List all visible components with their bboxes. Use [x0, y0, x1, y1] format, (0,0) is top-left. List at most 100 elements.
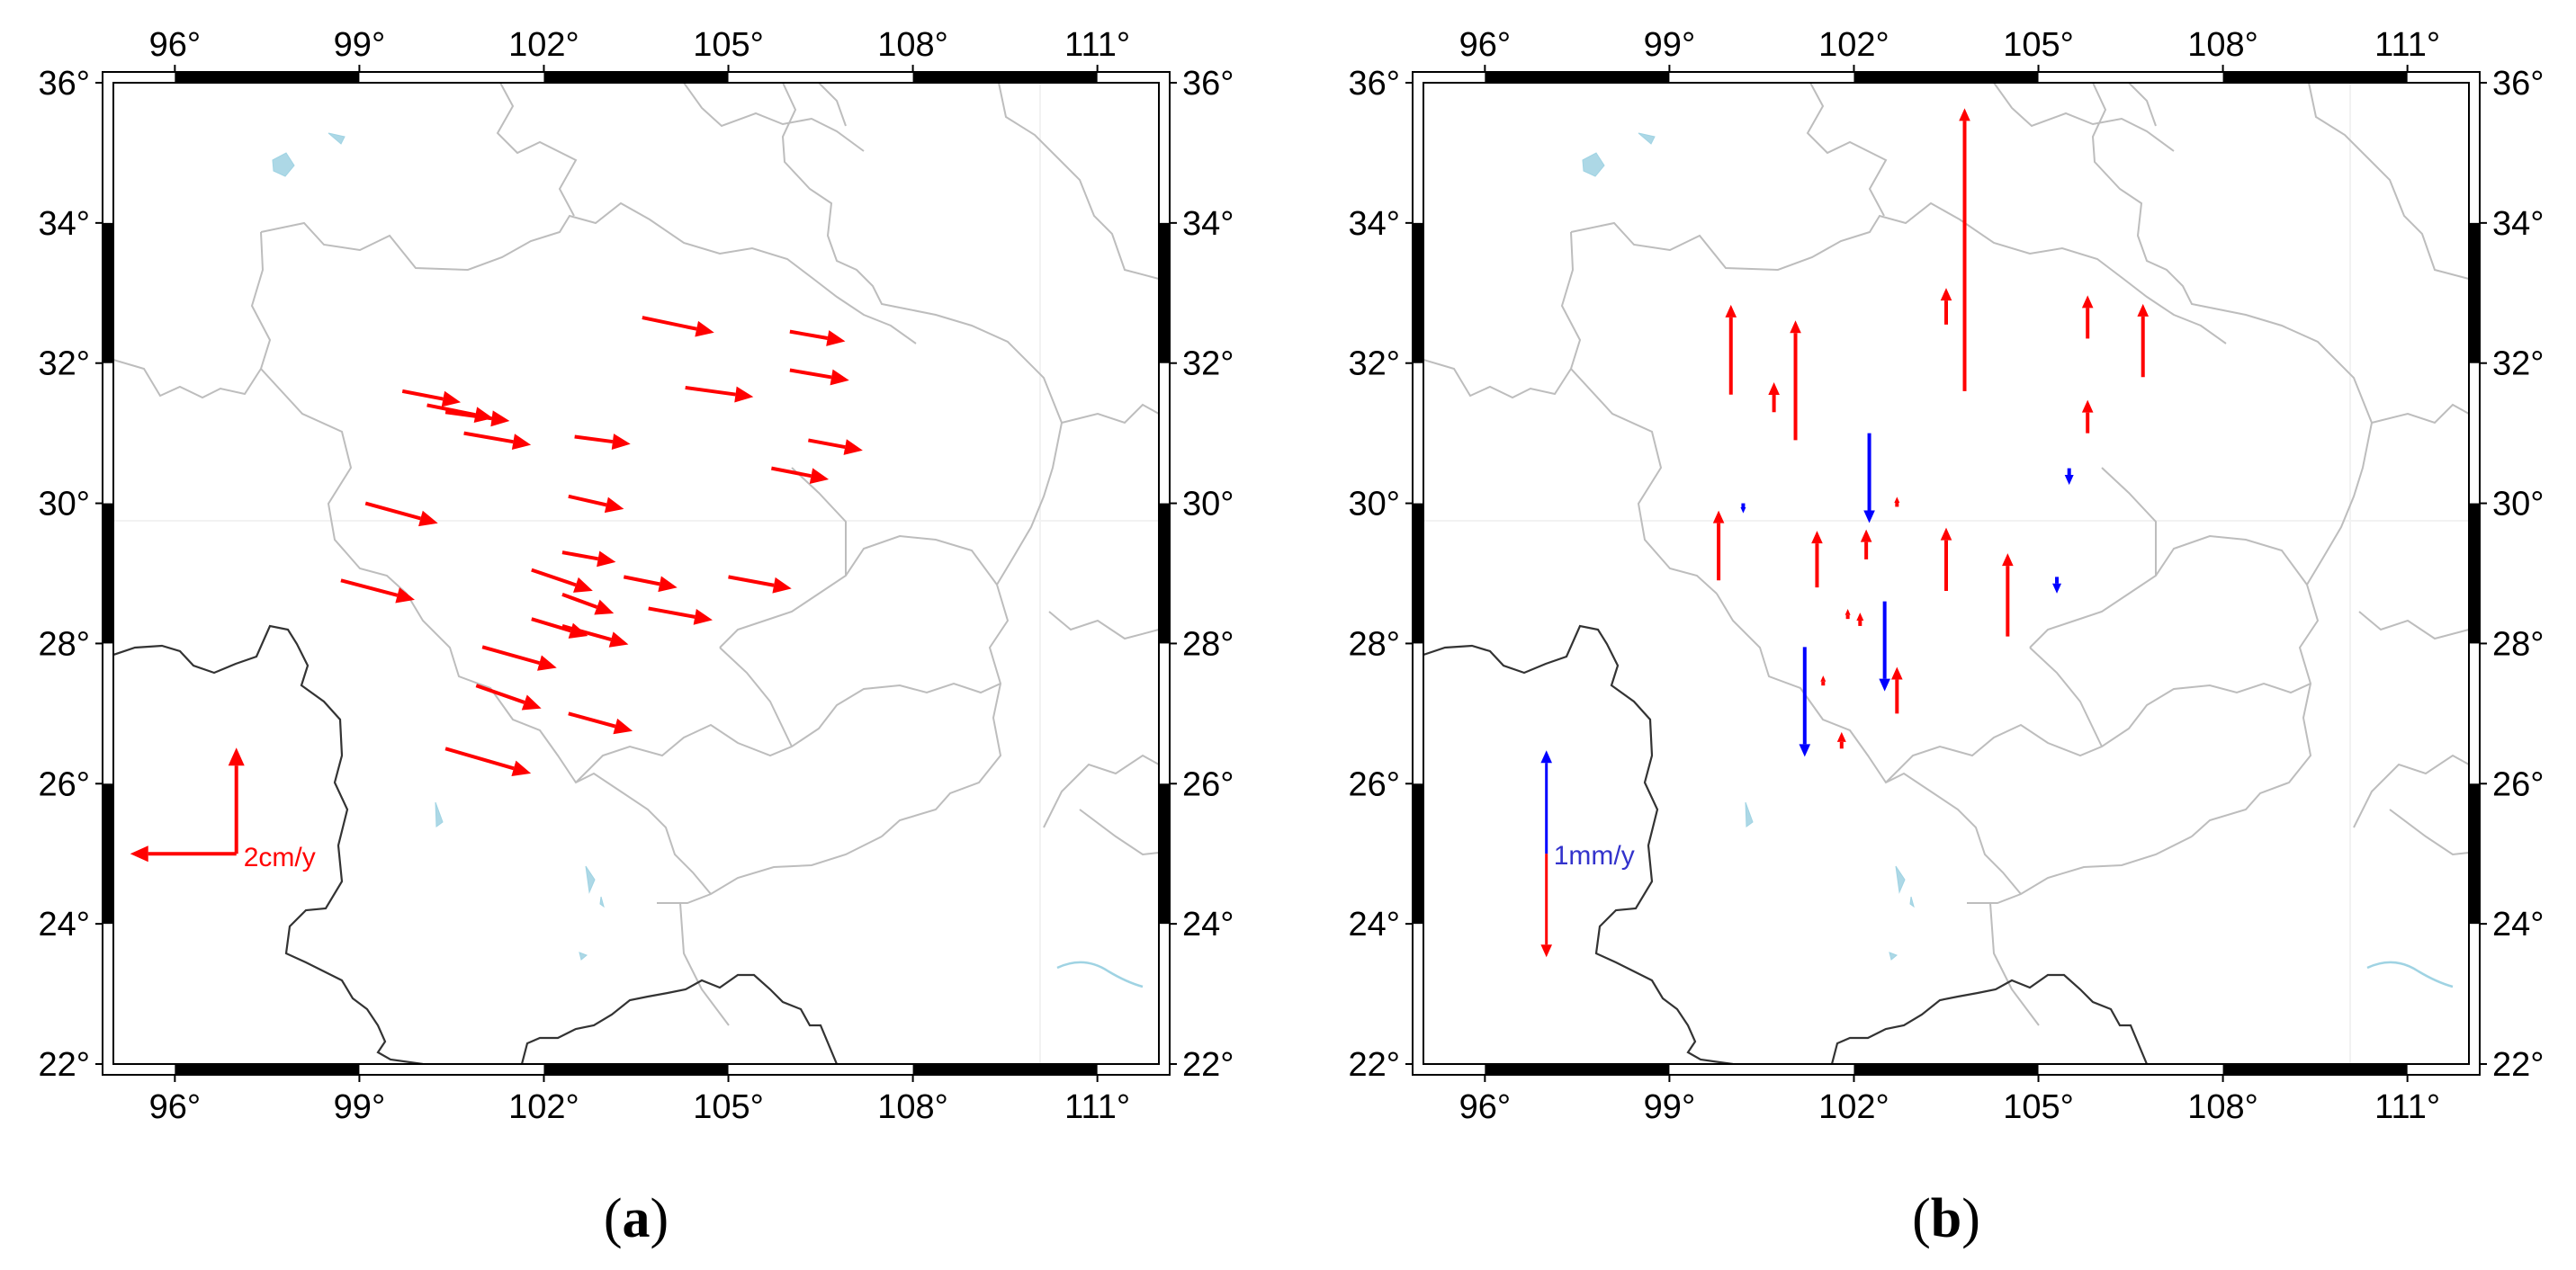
b-x-tick-label-top: 105° — [2003, 26, 2074, 64]
a-frame-bar-right — [1159, 503, 1170, 644]
vertical-velocity-arrow-head — [1790, 320, 1801, 334]
a-y-tick-label-right: 30° — [1182, 486, 1234, 523]
vertical-velocity-arrow-head — [1836, 731, 1846, 742]
velocity-arrow — [463, 431, 532, 451]
velocity-arrow-shaft — [401, 389, 444, 401]
a-frame-bar-top — [175, 72, 360, 83]
a-y-tick-label-left: 28° — [39, 625, 90, 663]
velocity-arrow-head — [441, 390, 462, 407]
b-y-tick-label-left: 24° — [1349, 906, 1400, 944]
velocity-arrow-shaft — [561, 593, 598, 609]
velocity-arrow-shaft — [340, 578, 399, 597]
a-frame-bar-left — [103, 222, 113, 363]
velocity-arrow-shaft — [770, 466, 812, 478]
velocity-arrow-head — [395, 587, 415, 604]
a-x-tick-label-top: 99° — [334, 26, 385, 64]
legend-arrow-west-head — [130, 845, 148, 863]
velocity-arrow-head — [772, 577, 792, 594]
velocity-arrow-shaft — [561, 624, 612, 642]
vertical-velocity-arrow-head — [1799, 744, 1811, 757]
a-y-tick-label-right: 36° — [1182, 65, 1234, 103]
velocity-arrow — [648, 606, 713, 625]
b-y-tick-label-right: 22° — [2492, 1046, 2544, 1084]
a-x-tick-label-bottom: 111° — [1064, 1088, 1130, 1126]
a-y-tick-label-left: 34° — [39, 205, 90, 243]
panel-b-province-boundaries — [1423, 83, 2469, 1026]
vertical-velocity-arrow-head — [1768, 381, 1780, 395]
velocity-arrow-shaft — [648, 606, 696, 619]
vertical-velocity-arrow — [1768, 381, 1780, 413]
panel-b-water-bodies — [1582, 132, 2454, 988]
vertical-velocity-arrow — [1836, 731, 1846, 749]
panel-b-caption: (b) — [1912, 1188, 1980, 1249]
velocity-arrow — [728, 575, 792, 594]
velocity-arrow-shaft — [531, 617, 571, 633]
vertical-velocity-arrow — [1940, 527, 1952, 591]
velocity-arrow-shaft — [561, 550, 599, 561]
velocity-arrow — [364, 501, 438, 527]
vertical-velocity-arrow-head — [2081, 399, 2094, 413]
velocity-arrow-shaft — [426, 403, 476, 417]
b-x-tick-label-top: 102° — [1818, 26, 1889, 64]
b-x-tick-label-top: 111° — [2374, 26, 2440, 64]
vertical-velocity-arrow — [1799, 647, 1811, 757]
velocity-arrow-shaft — [463, 431, 514, 444]
panel-b-vertical-velocity-map: 96° 96° 99° 99° 102° 102° 105° 105° 108° 108° 111°… — [1349, 26, 2545, 1249]
velocity-arrow — [561, 624, 629, 648]
b-frame-bar-right — [2469, 503, 2480, 644]
a-y-tick-label-right: 22° — [1182, 1046, 1234, 1084]
a-frame-bar-left — [103, 503, 113, 644]
vertical-velocity-arrow — [2002, 553, 2014, 637]
a-y-tick-label-right: 28° — [1182, 625, 1234, 663]
legend-arrow-up — [1540, 750, 1553, 854]
vertical-velocity-arrow-head — [1959, 108, 1970, 121]
velocity-arrow-head — [594, 599, 615, 615]
a-frame-bar-top — [912, 72, 1098, 83]
velocity-arrow-head — [843, 439, 863, 455]
vertical-velocity-arrow-head — [1844, 609, 1851, 615]
panel-b-scale-legend: 1mm/y — [1540, 750, 1635, 958]
b-y-tick-label-right: 28° — [2492, 625, 2544, 663]
vertical-velocity-arrow-head — [1856, 613, 1864, 622]
velocity-arrow — [481, 645, 557, 671]
panel-b-national-borders — [1423, 624, 2149, 1064]
vertical-velocity-arrow-head — [1940, 288, 1952, 301]
vertical-velocity-arrow — [1844, 609, 1851, 620]
velocity-arrow-shaft — [568, 494, 607, 507]
vertical-velocity-arrow — [1856, 613, 1864, 626]
b-frame-bar-right — [2469, 783, 2480, 925]
b-y-tick-label-right: 34° — [2492, 205, 2544, 243]
vertical-velocity-arrow — [1959, 108, 1970, 391]
velocity-arrow-shaft — [789, 368, 832, 380]
a-y-tick-label-left: 22° — [39, 1046, 90, 1084]
a-x-tick-label-top: 105° — [693, 26, 764, 64]
b-x-tick-label-bottom: 108° — [2187, 1088, 2258, 1126]
vertical-velocity-arrow — [1712, 510, 1725, 581]
panel-a-scale-legend: 2cm/y — [130, 747, 316, 872]
vertical-velocity-arrow — [1820, 675, 1827, 686]
a-x-tick-label-top: 102° — [508, 26, 579, 64]
vertical-velocity-arrow — [2137, 303, 2150, 378]
a-y-tick-label-left: 32° — [39, 345, 90, 383]
panel-b-legend-label: 1mm/y — [1554, 841, 1635, 871]
b-y-tick-label-right: 26° — [2492, 765, 2544, 803]
panel-a-tick-labels: 96° 96° 99° 99° 102° 102° 105° 105° 108° 108° 111°… — [39, 26, 1234, 1126]
velocity-arrow-head — [418, 510, 438, 527]
b-y-tick-label-left: 36° — [1349, 65, 1400, 103]
velocity-arrow — [568, 494, 624, 514]
a-frame-bar-top — [543, 72, 729, 83]
panel-a-map-background — [113, 83, 1159, 1064]
velocity-arrow-head — [826, 330, 846, 346]
vertical-velocity-arrow-head — [2002, 553, 2014, 567]
velocity-arrow — [444, 410, 510, 427]
legend-arrow-up-head — [1540, 750, 1553, 764]
vertical-velocity-arrow — [2081, 399, 2094, 434]
b-frame-bar-bottom — [1485, 1064, 1670, 1075]
vertical-velocity-arrow — [1725, 304, 1737, 395]
b-y-tick-label-right: 36° — [2492, 65, 2544, 103]
velocity-arrow-head — [521, 694, 542, 711]
vertical-velocity-arrow-head — [1820, 675, 1827, 682]
a-y-tick-label-left: 36° — [39, 65, 90, 103]
b-y-tick-label-left: 28° — [1349, 625, 1400, 663]
